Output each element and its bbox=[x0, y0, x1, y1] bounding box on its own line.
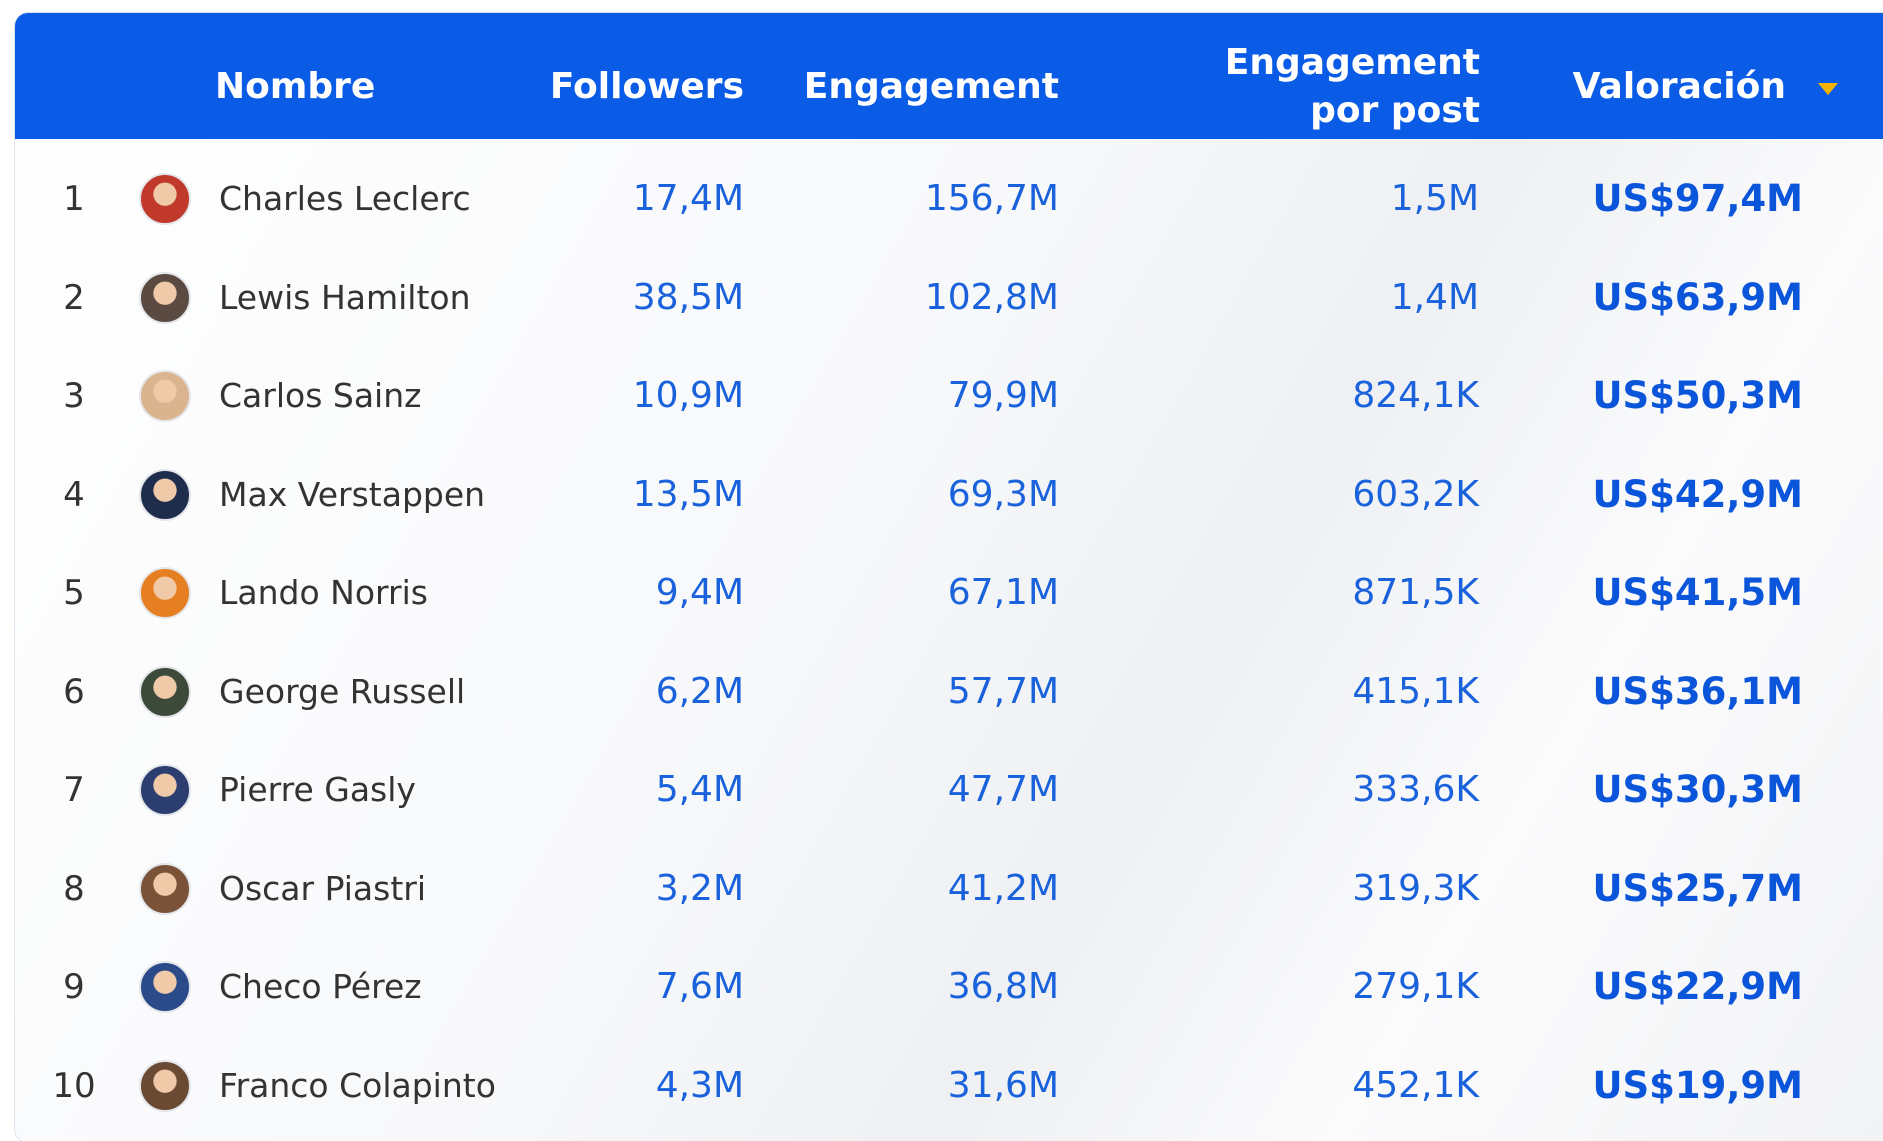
ranking-card: Nombre Followers Engagement Engagement p… bbox=[14, 12, 1883, 1141]
avatar bbox=[139, 666, 191, 718]
followers: 38,5M bbox=[633, 276, 744, 320]
rank: 5 bbox=[44, 571, 104, 615]
engagement-per-post: 603,2K bbox=[1352, 473, 1479, 517]
valuation: US$63,9M bbox=[1592, 276, 1803, 320]
rank: 9 bbox=[44, 965, 104, 1009]
valuation: US$97,4M bbox=[1592, 177, 1803, 221]
engagement: 79,9M bbox=[948, 374, 1059, 418]
driver-name: Checo Pérez bbox=[219, 965, 422, 1009]
engagement: 57,7M bbox=[948, 670, 1059, 714]
engagement-per-post: 452,1K bbox=[1352, 1064, 1479, 1108]
valuation: US$19,9M bbox=[1592, 1064, 1803, 1108]
avatar bbox=[139, 272, 191, 324]
driver-name: Oscar Piastri bbox=[219, 867, 426, 911]
avatar bbox=[139, 863, 191, 915]
page: {"table": { "header": ["Nombre", "Follow… bbox=[0, 0, 1883, 1141]
engagement: 47,7M bbox=[948, 768, 1059, 812]
avatar bbox=[139, 370, 191, 422]
page-body: Nombre Followers Engagement Engagement p… bbox=[0, 0, 1883, 1141]
engagement: 156,7M bbox=[925, 177, 1059, 221]
header-engagement[interactable]: Engagement bbox=[804, 63, 1059, 111]
driver-name: Franco Colapinto bbox=[219, 1064, 496, 1108]
engagement-per-post: 824,1K bbox=[1352, 374, 1479, 418]
engagement: 31,6M bbox=[948, 1064, 1059, 1108]
followers: 4,3M bbox=[656, 1064, 744, 1108]
engagement: 102,8M bbox=[925, 276, 1059, 320]
driver-name: Lando Norris bbox=[219, 571, 428, 615]
rank: 7 bbox=[44, 768, 104, 812]
header-engagement-per-post[interactable]: Engagement por post bbox=[1210, 39, 1480, 135]
driver-name: Max Verstappen bbox=[219, 473, 485, 517]
followers: 3,2M bbox=[656, 867, 744, 911]
followers: 13,5M bbox=[633, 473, 744, 517]
table-header: Nombre Followers Engagement Engagement p… bbox=[15, 13, 1883, 139]
avatar bbox=[139, 764, 191, 816]
valuation: US$41,5M bbox=[1592, 571, 1803, 615]
rank: 6 bbox=[44, 670, 104, 714]
followers: 10,9M bbox=[633, 374, 744, 418]
rank: 4 bbox=[44, 473, 104, 517]
engagement: 41,2M bbox=[948, 867, 1059, 911]
engagement: 69,3M bbox=[948, 473, 1059, 517]
followers: 6,2M bbox=[656, 670, 744, 714]
header-name[interactable]: Nombre bbox=[215, 63, 367, 111]
followers: 5,4M bbox=[656, 768, 744, 812]
rank: 3 bbox=[44, 374, 104, 418]
valuation: US$22,9M bbox=[1592, 965, 1803, 1009]
rank: 10 bbox=[44, 1064, 104, 1108]
avatar bbox=[139, 173, 191, 225]
valuation: US$42,9M bbox=[1592, 473, 1803, 517]
followers: 7,6M bbox=[656, 965, 744, 1009]
rank: 8 bbox=[44, 867, 104, 911]
driver-name: George Russell bbox=[219, 670, 465, 714]
driver-name: Charles Leclerc bbox=[219, 177, 471, 221]
rank: 1 bbox=[44, 177, 104, 221]
engagement-per-post: 279,1K bbox=[1352, 965, 1479, 1009]
followers: 9,4M bbox=[656, 571, 744, 615]
engagement-per-post: 333,6K bbox=[1352, 768, 1479, 812]
driver-name: Pierre Gasly bbox=[219, 768, 416, 812]
engagement-per-post: 1,4M bbox=[1391, 276, 1479, 320]
engagement-per-post: 415,1K bbox=[1352, 670, 1479, 714]
followers: 17,4M bbox=[633, 177, 744, 221]
valuation: US$25,7M bbox=[1592, 867, 1803, 911]
sort-arrow[interactable] bbox=[1816, 81, 1840, 97]
driver-name: Lewis Hamilton bbox=[219, 276, 471, 320]
engagement: 67,1M bbox=[948, 571, 1059, 615]
engagement-per-post: 871,5K bbox=[1352, 571, 1479, 615]
valuation: US$36,1M bbox=[1592, 670, 1803, 714]
engagement: 36,8M bbox=[948, 965, 1059, 1009]
engagement-per-post: 319,3K bbox=[1352, 867, 1479, 911]
avatar bbox=[139, 469, 191, 521]
valuation: US$50,3M bbox=[1592, 374, 1803, 418]
engagement-per-post: 1,5M bbox=[1391, 177, 1479, 221]
valuation: US$30,3M bbox=[1592, 768, 1803, 812]
avatar bbox=[139, 961, 191, 1013]
header-followers[interactable]: Followers bbox=[550, 63, 744, 111]
avatar bbox=[139, 567, 191, 619]
avatar bbox=[139, 1060, 191, 1112]
rank: 2 bbox=[44, 276, 104, 320]
driver-name: Carlos Sainz bbox=[219, 374, 421, 418]
header-valuation[interactable]: Valoración bbox=[1573, 63, 1786, 111]
